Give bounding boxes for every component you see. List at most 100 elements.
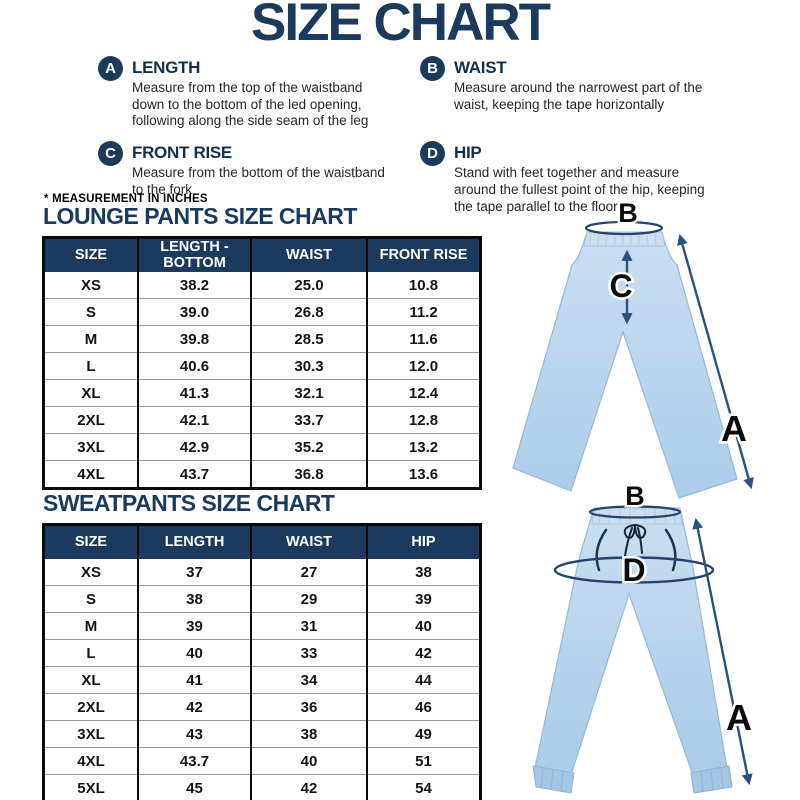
- table-row: 5XL 45 42 54: [43, 774, 481, 800]
- table-cell: 46: [366, 693, 481, 721]
- table-row: S 39.0 26.8 11.2: [43, 298, 481, 326]
- column-header: LENGTH: [137, 524, 251, 559]
- table-cell: 4XL: [43, 460, 138, 489]
- table-cell: XL: [43, 379, 138, 407]
- table-cell: XL: [43, 666, 138, 694]
- length-label: A: [721, 408, 747, 449]
- table-cell: 41.3: [137, 379, 251, 407]
- legend-item-title: HIP: [454, 143, 482, 163]
- table-cell: 51: [366, 747, 481, 775]
- sweatpants-size-table: SIZE LENGTH WAIST HIP XS 37 27 38 S 38 29 39 M 39 31 40…: [42, 523, 482, 800]
- legend-item-description: Measure from the top of the waistband do…: [132, 80, 369, 129]
- table-cell: 30.3: [250, 352, 367, 380]
- column-header: SIZE: [43, 524, 138, 559]
- table-row: XS 38.2 25.0 10.8: [44, 272, 481, 299]
- table-cell: 27: [250, 559, 367, 586]
- table-cell: 40.6: [137, 352, 251, 380]
- column-header: LENGTH - BOTTOM: [137, 237, 251, 272]
- table-cell: M: [43, 325, 138, 353]
- waist-label: B: [625, 481, 645, 511]
- table-cell: 44: [366, 666, 481, 694]
- lounge-table-title: LOUNGE PANTS SIZE CHART: [43, 203, 357, 229]
- table-cell: 2XL: [43, 406, 138, 434]
- column-header: HIP: [366, 524, 481, 559]
- table-row: S 38 29 39: [43, 585, 481, 613]
- header-row: SIZE LENGTH WAIST HIP: [43, 524, 481, 559]
- table-cell: XS: [80, 276, 101, 294]
- legend-item-title: WAIST: [454, 58, 507, 77]
- table-cell: 39: [366, 585, 481, 613]
- table-cell: 38: [366, 559, 481, 586]
- legend-item-length: A LENGTH Measure from the top of the wai…: [98, 56, 420, 130]
- table-cell: 38: [137, 585, 251, 613]
- header-row: SIZE LENGTH - BOTTOM WAIST FRONT RISE: [43, 237, 481, 272]
- table-cell: L: [43, 639, 138, 667]
- table-row: XL 41 34 44: [43, 666, 481, 694]
- badge-c-icon: C: [98, 141, 123, 167]
- table-row: 2XL 42.1 33.7 12.8: [43, 406, 481, 434]
- table-cell: 42.9: [137, 433, 251, 461]
- lounge-pants-illustration: B C A: [495, 196, 795, 508]
- table-row: XL 41.3 32.1 12.4: [43, 379, 481, 407]
- page-title: SIZE CHART: [251, 0, 551, 52]
- table-cell: 32.1: [250, 379, 367, 407]
- table-cell: 34: [250, 666, 367, 694]
- legend-item-description: Measure from the bottom of the waistband…: [132, 165, 385, 197]
- legend-item-description: Measure around the narrowest part of the…: [454, 80, 703, 112]
- sweat-table-title: SWEATPANTS SIZE CHART: [43, 490, 335, 516]
- table-cell: 40: [366, 612, 481, 640]
- table-cell: 45: [137, 774, 251, 800]
- sweatpants-illustration: B D A: [490, 480, 800, 800]
- table-cell: 42: [250, 774, 367, 800]
- legend-item-hip: D HIP Stand with feet together and measu…: [420, 141, 768, 215]
- table-cell: 43.7: [137, 747, 251, 775]
- table-cell: 37: [137, 559, 251, 586]
- table-cell: 31: [250, 612, 367, 640]
- table-cell: 36.8: [250, 460, 367, 489]
- waist-label: B: [618, 198, 638, 228]
- waist-measure-ellipse: [588, 505, 682, 519]
- badge-a-icon: A: [98, 56, 123, 81]
- table-cell: S: [43, 298, 138, 326]
- table-cell: 5XL: [43, 774, 138, 800]
- column-header: FRONT RISE: [366, 237, 481, 272]
- length-arrow: [677, 233, 754, 490]
- table-cell: 33.7: [250, 406, 367, 434]
- units-note: * MEASUREMENT IN INCHES: [44, 193, 208, 205]
- table-cell: 40: [250, 747, 367, 775]
- table-row: 3XL 42.9 35.2 13.2: [43, 433, 481, 461]
- table-row: XS 37 27 38: [44, 559, 481, 586]
- length-arrow: [692, 517, 753, 786]
- table-cell: 41: [137, 666, 251, 694]
- table-cell: 38: [250, 720, 367, 748]
- table-row: M 39 31 40: [43, 612, 481, 640]
- table-cell: 40: [137, 639, 251, 667]
- legend-item-title: LENGTH: [132, 58, 201, 77]
- table-row: 4XL 43.7 40 51: [43, 747, 481, 775]
- table-row: L 40 33 42: [43, 639, 481, 667]
- table-cell: 12.4: [366, 379, 481, 407]
- table-cell: 42: [137, 693, 251, 721]
- sweatpants-shape: [534, 507, 728, 776]
- table-cell: 38.2: [137, 272, 251, 299]
- table-row: 4XL 43.7 36.8 13.6: [43, 460, 481, 489]
- table-cell: 54: [366, 774, 481, 800]
- table-cell: 33: [250, 639, 367, 667]
- measurement-legend: A LENGTH Measure from the top of the wai…: [98, 56, 768, 226]
- table-cell: 12.0: [366, 352, 481, 380]
- hip-label: D: [622, 552, 645, 588]
- table-cell: 26.8: [250, 298, 367, 326]
- table-cell: 3XL: [43, 433, 138, 461]
- length-label: A: [726, 697, 752, 738]
- table-cell: 36: [250, 693, 367, 721]
- waist-measure-ellipse: [584, 220, 664, 236]
- lounge-pants-drawing: B C A: [512, 196, 754, 499]
- right-pocket: [664, 528, 677, 572]
- table-cell: 35.2: [250, 433, 367, 461]
- table-cell: S: [43, 585, 138, 613]
- table-cell: L: [43, 352, 138, 380]
- legend-item-description: Stand with feet together and measure aro…: [454, 165, 705, 214]
- table-cell: 43.7: [137, 460, 251, 489]
- table-cell: XS: [80, 563, 101, 581]
- drawstring: [623, 524, 647, 557]
